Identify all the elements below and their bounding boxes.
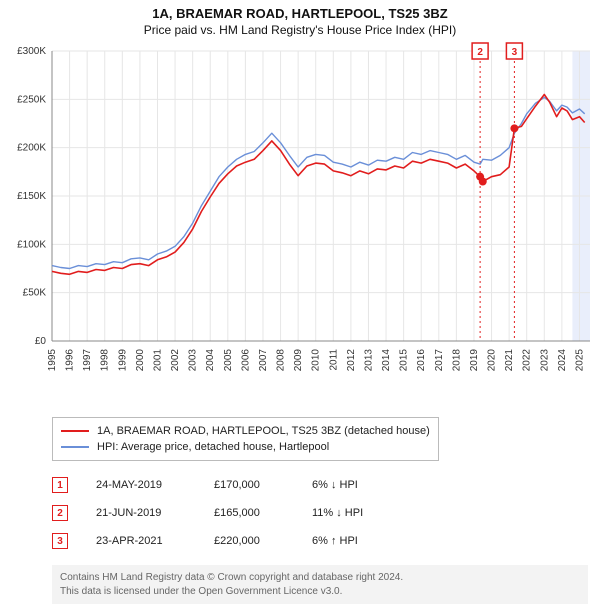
svg-text:2000: 2000 xyxy=(135,349,146,372)
svg-text:2024: 2024 xyxy=(557,349,568,372)
legend-label: HPI: Average price, detached house, Hart… xyxy=(97,439,329,455)
sale-price: £170,000 xyxy=(214,479,284,491)
sale-row: 3 23-APR-2021 £220,000 6% ↑ HPI xyxy=(52,527,600,555)
svg-text:£100K: £100K xyxy=(17,239,46,250)
legend-swatch xyxy=(61,446,89,448)
svg-text:2003: 2003 xyxy=(188,349,199,372)
sale-date: 21-JUN-2019 xyxy=(96,507,186,519)
sale-price: £165,000 xyxy=(214,507,284,519)
svg-text:2025: 2025 xyxy=(574,349,585,372)
sales-table: 1 24-MAY-2019 £170,000 6% ↓ HPI 2 21-JUN-2019… xyxy=(52,471,600,555)
svg-text:£250K: £250K xyxy=(17,94,46,105)
sale-diff: 6% ↑ HPI xyxy=(312,535,412,547)
sale-row: 1 24-MAY-2019 £170,000 6% ↓ HPI xyxy=(52,471,600,499)
sale-price: £220,000 xyxy=(214,535,284,547)
svg-text:1996: 1996 xyxy=(65,349,76,372)
legend-row: 1A, BRAEMAR ROAD, HARTLEPOOL, TS25 3BZ (… xyxy=(61,423,430,439)
legend-label: 1A, BRAEMAR ROAD, HARTLEPOOL, TS25 3BZ (… xyxy=(97,423,430,439)
svg-text:2010: 2010 xyxy=(311,349,322,372)
svg-text:£0: £0 xyxy=(35,336,47,347)
svg-text:£50K: £50K xyxy=(23,288,47,299)
chart-title: 1A, BRAEMAR ROAD, HARTLEPOOL, TS25 3BZ xyxy=(0,6,600,21)
svg-text:2020: 2020 xyxy=(487,349,498,372)
footer-attribution: Contains HM Land Registry data © Crown c… xyxy=(52,565,588,604)
svg-text:2008: 2008 xyxy=(276,349,287,372)
svg-text:3: 3 xyxy=(512,47,518,58)
title-block: 1A, BRAEMAR ROAD, HARTLEPOOL, TS25 3BZ P… xyxy=(0,0,600,41)
svg-text:2018: 2018 xyxy=(451,349,462,372)
sale-marker: 1 xyxy=(52,477,68,493)
sale-diff: 11% ↓ HPI xyxy=(312,507,412,519)
svg-text:1995: 1995 xyxy=(47,349,58,372)
svg-text:2007: 2007 xyxy=(258,349,269,372)
svg-text:2022: 2022 xyxy=(522,349,533,372)
legend: 1A, BRAEMAR ROAD, HARTLEPOOL, TS25 3BZ (… xyxy=(52,417,439,461)
svg-text:2013: 2013 xyxy=(363,349,374,372)
svg-text:2006: 2006 xyxy=(240,349,251,372)
sale-date: 24-MAY-2019 xyxy=(96,479,186,491)
sale-marker: 2 xyxy=(52,505,68,521)
svg-text:1997: 1997 xyxy=(82,349,93,372)
sale-date: 23-APR-2021 xyxy=(96,535,186,547)
svg-text:2: 2 xyxy=(477,47,483,58)
sale-diff: 6% ↓ HPI xyxy=(312,479,412,491)
svg-text:2011: 2011 xyxy=(328,349,339,371)
svg-text:2019: 2019 xyxy=(469,349,480,372)
svg-text:£150K: £150K xyxy=(17,191,46,202)
chart-area: £0 £50K £100K £150K £200K £250K £300K 1995 1996 1… xyxy=(0,41,600,411)
svg-text:2002: 2002 xyxy=(170,349,181,372)
svg-text:£200K: £200K xyxy=(17,143,46,154)
legend-row: HPI: Average price, detached house, Hart… xyxy=(61,439,430,455)
svg-text:2015: 2015 xyxy=(399,349,410,372)
svg-text:2023: 2023 xyxy=(539,349,550,372)
sale-marker: 3 xyxy=(52,533,68,549)
svg-text:2014: 2014 xyxy=(381,349,392,372)
sale-row: 2 21-JUN-2019 £165,000 11% ↓ HPI xyxy=(52,499,600,527)
svg-text:2005: 2005 xyxy=(223,349,234,372)
chart-subtitle: Price paid vs. HM Land Registry's House … xyxy=(0,23,600,37)
legend-swatch xyxy=(61,430,89,432)
svg-text:£300K: £300K xyxy=(17,46,46,57)
svg-text:2016: 2016 xyxy=(416,349,427,372)
svg-text:1999: 1999 xyxy=(117,349,128,372)
svg-text:1998: 1998 xyxy=(100,349,111,372)
svg-text:2009: 2009 xyxy=(293,349,304,372)
svg-text:2012: 2012 xyxy=(346,349,357,372)
svg-text:2001: 2001 xyxy=(152,349,163,372)
chart-container: 1A, BRAEMAR ROAD, HARTLEPOOL, TS25 3BZ P… xyxy=(0,0,600,604)
svg-text:2004: 2004 xyxy=(205,349,216,372)
footer-line-1: Contains HM Land Registry data © Crown c… xyxy=(60,571,580,585)
footer-line-2: This data is licensed under the Open Gov… xyxy=(60,585,580,599)
svg-text:2021: 2021 xyxy=(504,349,515,372)
chart-svg: £0 £50K £100K £150K £200K £250K £300K 1995 1996 1… xyxy=(0,41,600,411)
svg-text:2017: 2017 xyxy=(434,349,445,372)
